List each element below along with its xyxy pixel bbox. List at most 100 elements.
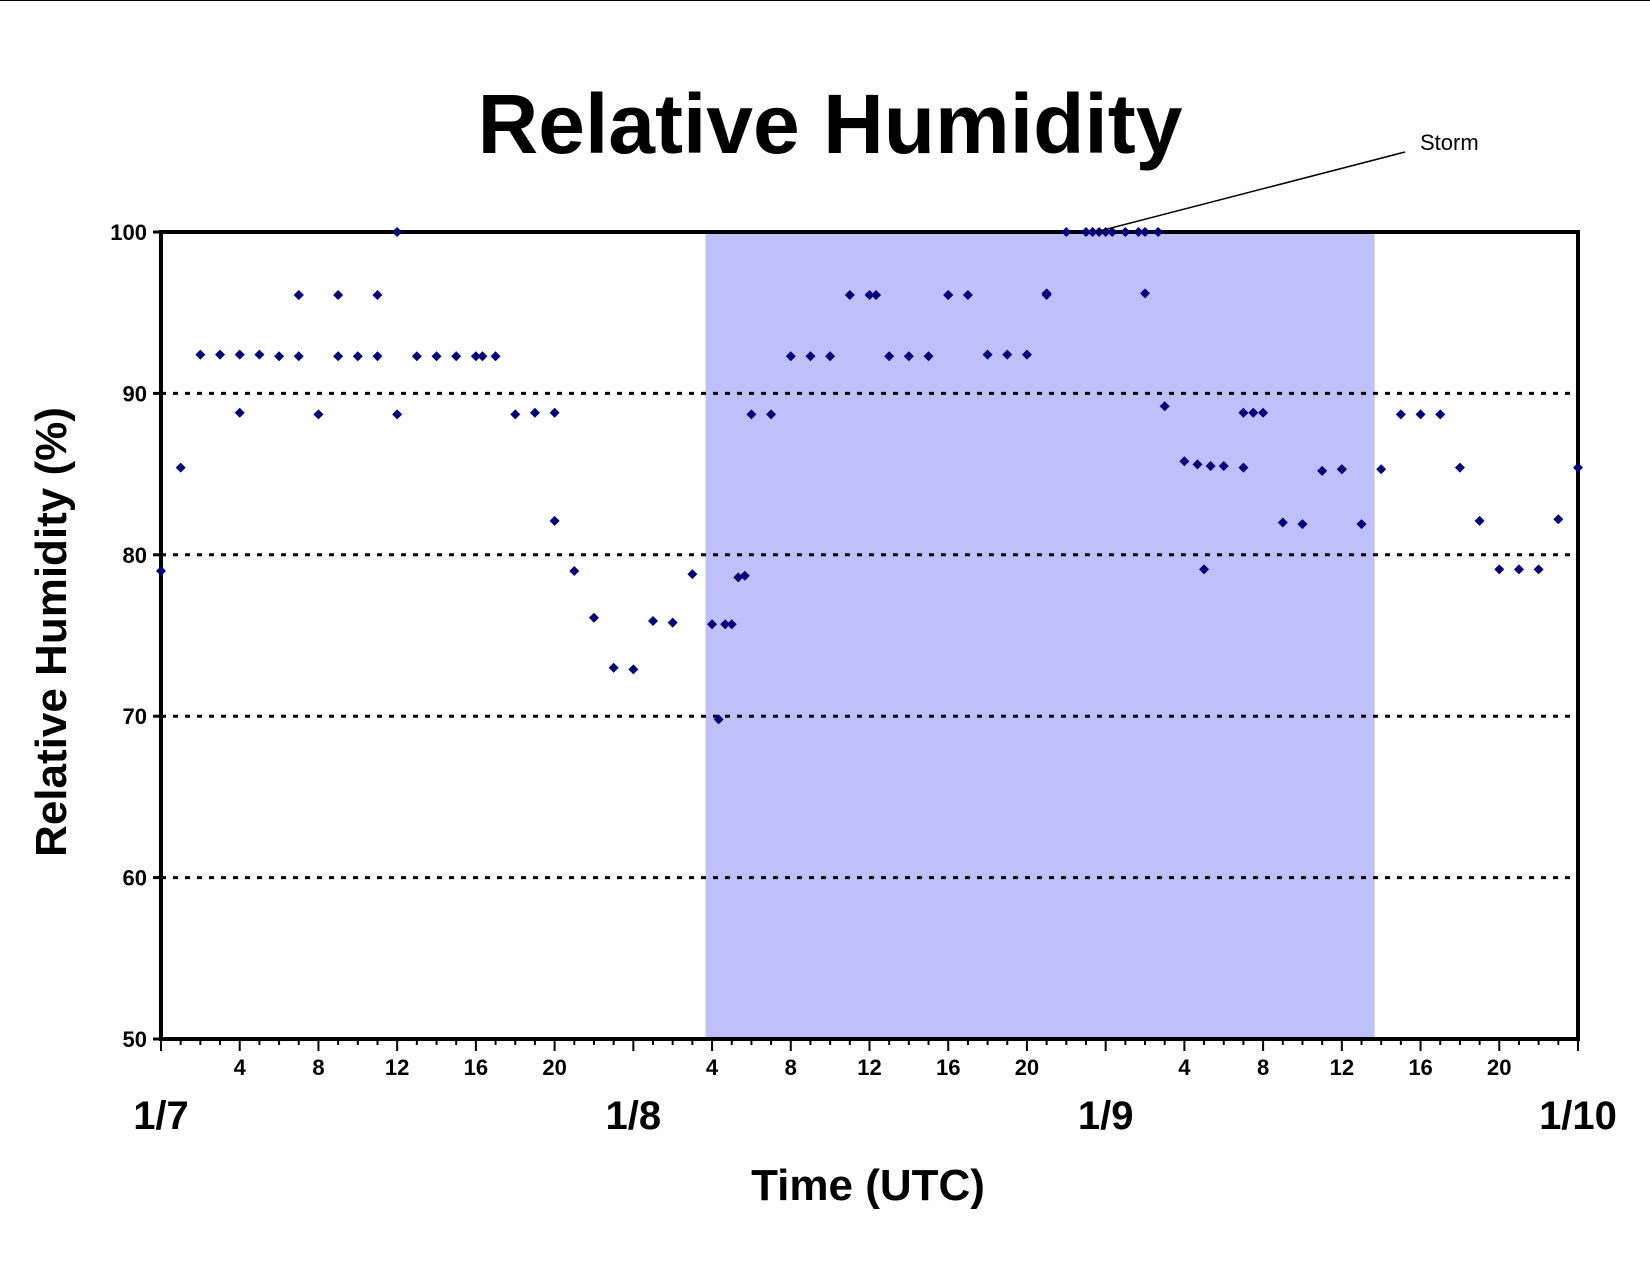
hour-tick-label: 8 [312, 1055, 324, 1080]
hour-tick-label: 16 [464, 1055, 488, 1080]
data-point [1258, 407, 1269, 418]
data-point [1454, 462, 1465, 473]
data-point [1140, 227, 1151, 237]
chart-title: Relative Humidity [478, 77, 1183, 171]
data-point [1533, 564, 1544, 575]
storm-shaded-region [705, 232, 1375, 1039]
data-point [1317, 465, 1328, 476]
data-point [1192, 459, 1203, 470]
data-point [549, 407, 560, 418]
data-point [1297, 519, 1308, 530]
data-point [1087, 227, 1098, 237]
data-point [333, 289, 344, 300]
data-point [195, 349, 206, 360]
y-tick-label: 80 [123, 543, 147, 568]
data-point [1336, 464, 1347, 475]
data-point [1248, 407, 1259, 418]
data-point [825, 351, 836, 362]
data-point [982, 349, 993, 360]
top-border [0, 0, 1650, 1]
data-point [1107, 227, 1118, 237]
data-point [943, 289, 954, 300]
date-tick-label: 1/8 [606, 1094, 662, 1138]
data-point [844, 289, 855, 300]
data-point [234, 349, 245, 360]
data-point [1513, 564, 1524, 575]
data-point [352, 351, 363, 362]
data-point [451, 351, 462, 362]
data-point [293, 351, 304, 362]
data-point [785, 351, 796, 362]
data-point [1494, 564, 1505, 575]
data-point [1573, 462, 1583, 473]
hour-tick-label: 8 [785, 1055, 797, 1080]
data-point [510, 409, 521, 420]
data-point [1140, 288, 1151, 299]
data-point [490, 351, 501, 362]
data-point [392, 409, 403, 420]
x-axis-title: Time (UTC) [751, 1161, 985, 1210]
data-point [1238, 407, 1249, 418]
data-point [470, 351, 481, 362]
data-point [739, 570, 750, 581]
data-point [569, 565, 580, 576]
data-point [372, 289, 383, 300]
data-point [608, 662, 619, 673]
date-tick-label: 1/7 [133, 1094, 189, 1138]
hour-tick-label: 12 [1330, 1055, 1354, 1080]
y-tick-label: 60 [123, 866, 147, 891]
data-point [766, 409, 777, 420]
data-point [884, 351, 895, 362]
hour-tick-label: 20 [1487, 1055, 1511, 1080]
data-point [156, 565, 166, 576]
data-point [667, 617, 678, 628]
data-point [805, 351, 816, 362]
data-point [1474, 515, 1485, 526]
hour-tick-label: 4 [1178, 1055, 1191, 1080]
data-point [529, 407, 540, 418]
data-point [588, 612, 599, 623]
hour-tick-label: 20 [542, 1055, 566, 1080]
data-point [628, 664, 639, 675]
hour-tick-label: 12 [857, 1055, 881, 1080]
data-point [1553, 514, 1564, 525]
data-point [962, 289, 973, 300]
storm-annotation-line [1095, 151, 1406, 233]
data-point [1061, 227, 1072, 237]
data-point [1435, 409, 1446, 420]
data-point [648, 615, 659, 626]
data-point [1002, 349, 1013, 360]
data-point [1238, 462, 1249, 473]
data-point [864, 289, 875, 300]
data-point [234, 407, 245, 418]
data-point [549, 515, 560, 526]
hour-tick-label: 20 [1015, 1055, 1039, 1080]
data-point [411, 351, 422, 362]
data-point [1218, 461, 1229, 472]
data-point [431, 351, 442, 362]
hour-tick-label: 16 [936, 1055, 960, 1080]
data-point [1159, 401, 1170, 412]
data-point [313, 409, 324, 420]
data-point [477, 351, 488, 362]
data-point [726, 619, 737, 630]
data-point [1277, 517, 1288, 528]
y-tick-label: 50 [123, 1027, 147, 1052]
data-point [687, 569, 698, 580]
y-tick-label: 100 [110, 220, 147, 245]
data-point [1133, 227, 1144, 237]
plot-area: 50 60 70 80 90 100 4 8 12 16 20 4 8 12 16 20 4 8 12 16 20 1/7… [110, 130, 1617, 1138]
data-point [903, 351, 914, 362]
data-point [1080, 227, 1091, 237]
data-point [175, 462, 186, 473]
data-point [1041, 289, 1052, 300]
data-point [1205, 461, 1216, 472]
data-point [720, 619, 731, 630]
data-point [372, 351, 383, 362]
hour-tick-label: 4 [234, 1055, 247, 1080]
data-point [1376, 464, 1387, 475]
date-tick-label: 1/10 [1539, 1094, 1617, 1138]
data-point [1094, 227, 1105, 237]
data-point [1356, 519, 1367, 530]
data-point [923, 351, 934, 362]
